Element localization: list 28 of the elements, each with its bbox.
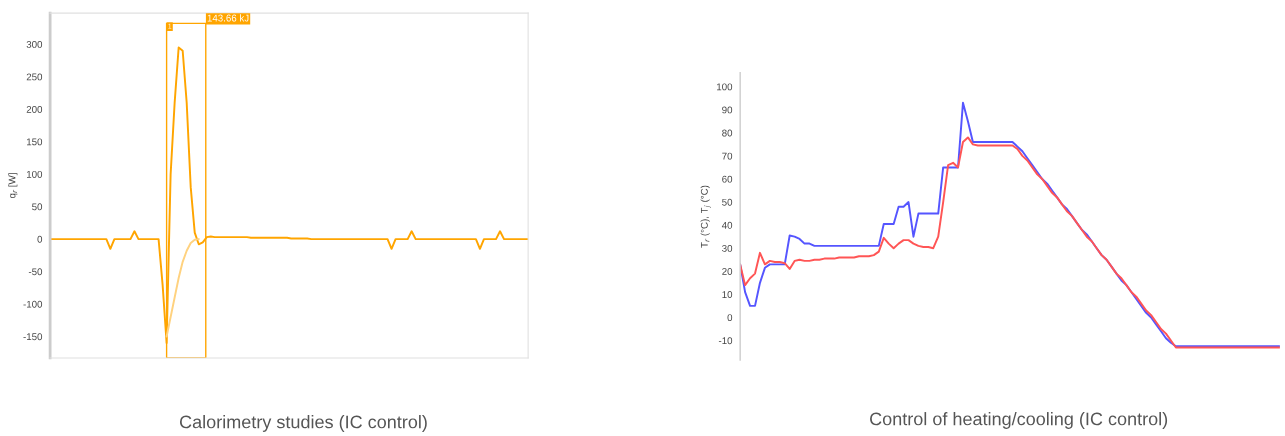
y-tick-label: 250: [26, 73, 43, 81]
y-tick-label: 60: [722, 175, 733, 183]
y-tick-label: 50: [722, 198, 733, 206]
y-axis-title: T$_{r}$ (°C), T$_{j}$ (°C): [700, 185, 711, 248]
y-tick-label: 150: [27, 138, 43, 146]
y-tick-label: 200: [26, 105, 43, 113]
text: Calorimetry studies (IC control): [179, 415, 427, 432]
y-tick-label: 70: [722, 152, 733, 160]
y-tick-label: 300: [26, 40, 43, 48]
y-tick-label: -150: [23, 333, 43, 341]
y-tick-label: 100: [717, 83, 733, 91]
text: Control of heating/cooling (IC control): [870, 412, 1168, 429]
y-tick-label: -10: [718, 337, 733, 345]
y-tick-label: -100: [23, 300, 43, 308]
y-tick-label: -50: [28, 268, 43, 276]
y-tick-label: 0: [37, 235, 43, 243]
y-tick-label: 30: [722, 244, 733, 252]
y-axis-title: q$_{r}$ [W]: [8, 173, 18, 199]
y-tick-label: 90: [722, 106, 733, 114]
annotation: 143.66 kJ: [207, 14, 249, 22]
y-tick-label: 40: [721, 221, 733, 229]
y-tick-label: 100: [27, 170, 43, 178]
y-tick-label: 10: [722, 291, 733, 298]
y-tick-label: 20: [722, 268, 733, 275]
y-tick-label: 50: [32, 203, 43, 211]
y-tick-label: 80: [722, 129, 733, 137]
line-series: [165, 238, 200, 338]
y-tick-label: 0: [727, 314, 733, 322]
